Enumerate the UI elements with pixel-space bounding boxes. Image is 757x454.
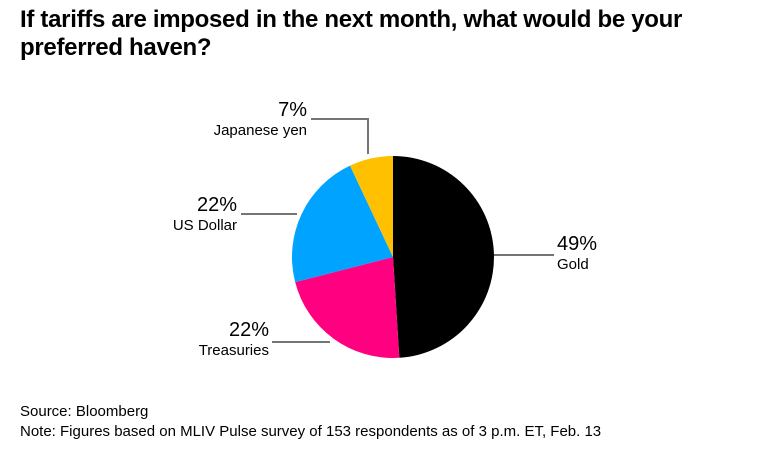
pie-slice-japanese-yen — [350, 156, 393, 257]
slice-label-treasuries: 22% Treasuries — [199, 319, 269, 361]
slice-name-japanese-yen: Japanese yen — [213, 122, 307, 139]
slice-pct-japanese-yen: 7% — [278, 99, 307, 121]
source-text: Source: Bloomberg — [20, 403, 149, 420]
slice-label-us-dollar: 22% US Dollar — [173, 194, 237, 236]
chart-title: If tariffs are imposed in the next month… — [20, 6, 683, 61]
slice-name-gold: Gold — [557, 256, 589, 273]
pie-slice-treasuries — [295, 257, 400, 358]
slice-label-japanese-yen: 7% Japanese yen — [214, 99, 307, 141]
leader-line-us-dollar — [241, 213, 297, 215]
slice-name-treasuries: Treasuries — [198, 342, 269, 359]
leader-line-treasuries — [272, 341, 330, 343]
pie-chart — [292, 156, 494, 358]
note-text: Note: Figures based on MLIV Pulse survey… — [20, 423, 602, 440]
leader-line-japanese-yen-vertical — [367, 118, 369, 154]
leader-line-japanese-yen-horizontal — [311, 118, 369, 120]
slice-pct-gold: 49% — [557, 233, 598, 255]
pie-slice-us-dollar — [292, 165, 393, 283]
pie-chart-container — [292, 156, 494, 358]
slice-pct-us-dollar: 22% — [196, 194, 237, 216]
pie-slice-gold — [393, 156, 494, 358]
slice-name-us-dollar: US Dollar — [172, 217, 237, 234]
chart-footer: Source: Bloomberg Note: Figures based on… — [20, 402, 601, 442]
leader-line-gold — [494, 254, 554, 256]
slice-label-gold: 49% Gold — [557, 233, 597, 275]
slice-pct-treasuries: 22% — [228, 319, 269, 341]
